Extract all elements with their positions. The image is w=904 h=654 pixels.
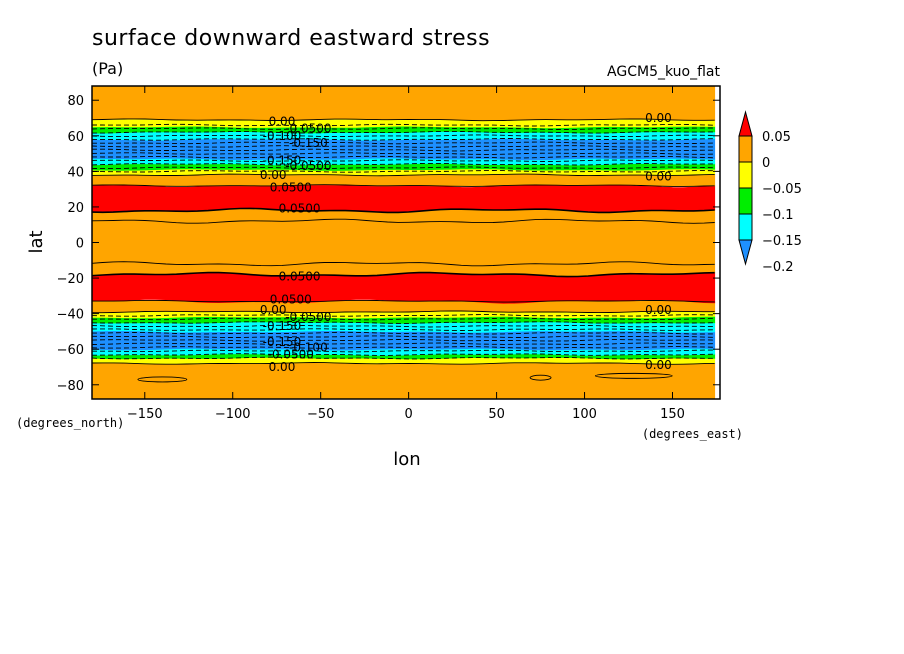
- y-tick-label-3: −20: [57, 272, 84, 287]
- contour-line-18: [92, 218, 715, 224]
- x-tick-label-2: −50: [307, 407, 334, 422]
- dataset-label: AGCM5_kuo_flat: [607, 64, 720, 80]
- y-tick-label-2: −40: [57, 308, 84, 323]
- contour-line-17: [92, 261, 715, 267]
- y-axis: −80 −60 −40 −20 0 20 40 60 80: [57, 94, 720, 394]
- colorbar-label-0: −0.2: [762, 260, 794, 275]
- contour-label-10: 0.00: [645, 170, 672, 184]
- y-tick-label-6: 40: [67, 165, 84, 180]
- contour-line-15: [92, 299, 715, 303]
- contour-label-21: 0.00: [645, 358, 672, 372]
- colorbar: −0.2 −0.15 −0.1 −0.05 0 0.05: [738, 110, 802, 275]
- filled-band-4: [92, 330, 716, 351]
- contour-label-19: 0.00: [269, 360, 296, 374]
- closed-contour-2: [594, 372, 673, 379]
- contour-line-20: [92, 184, 715, 187]
- contour-label-0: 0.00: [269, 115, 296, 129]
- x-tick-label-6: 150: [660, 407, 685, 422]
- contour-label-3: -0.150: [289, 136, 328, 150]
- x-tick-label-0: −150: [127, 407, 163, 422]
- contour-label-15: -0.150: [263, 319, 302, 333]
- contour-label-5: -0.0500: [285, 159, 331, 173]
- y-tick-label-0: −80: [57, 379, 84, 394]
- colorbar-extend-low: [738, 239, 753, 266]
- x-axis: −150 −100 −50 0 50 100 150: [127, 86, 685, 422]
- contour-label-13: 0.00: [260, 303, 287, 317]
- filled-band-9: [92, 272, 716, 304]
- closed-contour-0: [137, 376, 188, 383]
- contour-label-11: 0.0500: [279, 269, 321, 283]
- colorbar-extend-high: [738, 110, 753, 137]
- contour-label-7: 0.0500: [270, 180, 312, 194]
- contour-line-19: [92, 207, 715, 214]
- filled-band-12: [92, 173, 716, 187]
- contour-label-6: 0.00: [260, 168, 287, 182]
- filled-band-10: [92, 207, 716, 278]
- contour-label-12: 0.0500: [270, 292, 312, 306]
- y-tick-label-7: 60: [67, 130, 84, 145]
- colorbar-label-5: 0.05: [762, 130, 791, 145]
- y-tick-label-1: −60: [57, 343, 84, 358]
- contour-label-18: -0.0500: [268, 348, 314, 362]
- y-tick-label-5: 20: [67, 201, 84, 216]
- contour-label-9: 0.00: [645, 111, 672, 125]
- filled-band-11: [92, 183, 716, 213]
- filled-band-18: [92, 125, 716, 134]
- contour-line-14: [92, 310, 715, 314]
- colorbar-label-1: −0.15: [762, 234, 802, 249]
- contour-line-0: [92, 362, 715, 365]
- colorbar-segment-3: [738, 213, 753, 241]
- colorbar-label-3: −0.05: [762, 182, 802, 197]
- contour-layer: [92, 118, 715, 383]
- contour-line-36: [92, 118, 715, 122]
- contour-label-14: -0.0500: [285, 310, 331, 324]
- x-axis-label: lon: [393, 449, 420, 470]
- y-tick-label-8: 80: [67, 94, 84, 109]
- contour-line-21: [92, 173, 715, 177]
- y-axis-label: lat: [26, 230, 47, 253]
- contour-label-20: 0.00: [645, 303, 672, 317]
- y-tick-label-4: 0: [76, 237, 84, 252]
- chart-units: (Pa): [92, 59, 123, 78]
- y-axis-units: (degrees_north): [16, 416, 124, 430]
- contour-label-17: -0.100: [289, 340, 328, 354]
- contour-label-1: -0.0500: [285, 122, 331, 136]
- filled-band-8: [92, 300, 716, 314]
- contour-label-4: -0.150: [263, 154, 302, 168]
- x-tick-label-3: 0: [404, 407, 412, 422]
- chart-title: surface downward eastward stress: [92, 26, 490, 51]
- colorbar-segment-2: [738, 187, 753, 215]
- closed-contour-1: [529, 374, 552, 381]
- x-tick-label-5: 100: [572, 407, 597, 422]
- filled-band-16: [92, 138, 716, 161]
- x-axis-units: (degrees_east): [642, 427, 743, 441]
- filled-band-20: [92, 86, 716, 122]
- colorbar-segment-1: [738, 161, 753, 189]
- x-tick-label-4: 50: [488, 407, 505, 422]
- contour-label-2: -0.100: [263, 129, 302, 143]
- contour-label-8: 0.0500: [279, 202, 321, 216]
- colorbar-segment-0: [738, 135, 753, 163]
- contour-line-16: [92, 271, 715, 278]
- colorbar-label-2: −0.1: [762, 208, 794, 223]
- colorbar-label-4: 0: [762, 156, 770, 171]
- contour-label-16: -0.150: [263, 335, 302, 349]
- x-tick-label-1: −100: [215, 407, 251, 422]
- contour-label-layer: 0.00-0.0500-0.100-0.150-0.150-0.05000.00…: [260, 111, 672, 374]
